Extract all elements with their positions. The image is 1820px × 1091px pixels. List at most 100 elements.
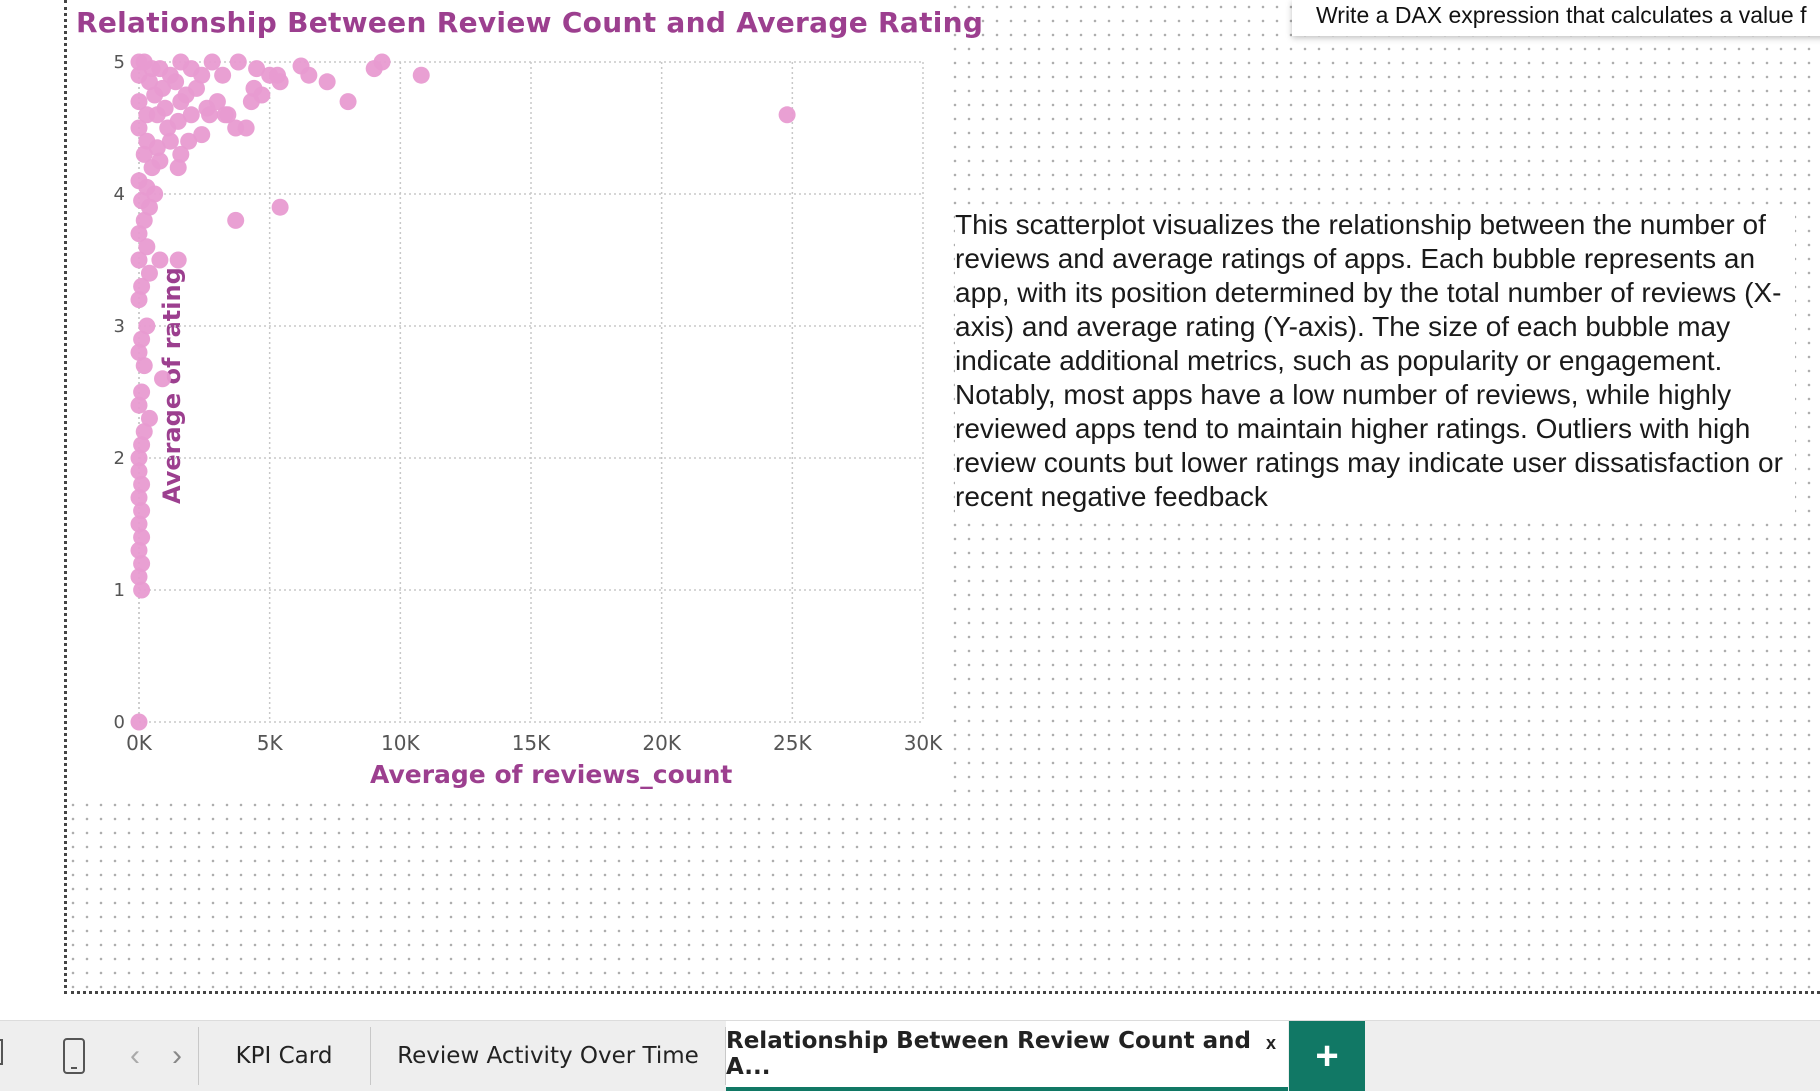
scatter-point[interactable]: [208, 93, 226, 111]
scatter-point[interactable]: [172, 145, 190, 163]
scatter-point[interactable]: [135, 211, 153, 229]
scatter-point[interactable]: [130, 343, 148, 361]
page-tab-bar: ‹ › KPI Card Review Activity Over Time R…: [0, 1020, 1820, 1091]
y-tick-label: 2: [114, 448, 125, 469]
y-tick-label: 3: [114, 316, 125, 337]
scatter-point[interactable]: [271, 198, 289, 216]
scatter-point[interactable]: [140, 409, 158, 427]
tab-separator: [725, 1027, 726, 1085]
scatter-point[interactable]: [169, 159, 187, 177]
scatter-point[interactable]: [182, 106, 200, 124]
scatter-point[interactable]: [130, 489, 148, 507]
scatter-point[interactable]: [169, 112, 187, 130]
scatter-point[interactable]: [140, 198, 158, 216]
scatter-point[interactable]: [167, 73, 185, 91]
scatter-point[interactable]: [146, 185, 164, 203]
scatter-point[interactable]: [133, 528, 151, 546]
tab-relationship[interactable]: Relationship Between Review Count and A.…: [726, 1021, 1288, 1091]
scatter-point[interactable]: [130, 462, 148, 480]
scatter-point[interactable]: [161, 132, 179, 150]
scatter-point[interactable]: [146, 86, 164, 104]
scatter-point[interactable]: [130, 119, 148, 137]
tab-review-activity[interactable]: Review Activity Over Time: [371, 1021, 725, 1091]
scatter-point[interactable]: [248, 60, 266, 78]
scatter-point[interactable]: [229, 53, 247, 71]
scatter-point[interactable]: [253, 86, 271, 104]
scatter-point[interactable]: [339, 93, 357, 111]
scatter-point[interactable]: [778, 106, 796, 124]
scatter-point[interactable]: [135, 145, 153, 163]
scatter-point[interactable]: [148, 139, 166, 157]
scatter-point[interactable]: [133, 581, 151, 599]
scatter-point[interactable]: [151, 152, 169, 170]
scatter-point[interactable]: [135, 423, 153, 441]
scatter-point[interactable]: [214, 66, 232, 84]
scatter-point[interactable]: [130, 291, 148, 309]
scatter-chart[interactable]: 0K 5K 10K 15K 20K 25K 30K 0 1 2 3 4 5: [0, 0, 960, 760]
x-tick-label: 5K: [257, 731, 284, 755]
scatter-point[interactable]: [133, 502, 151, 520]
scatter-point[interactable]: [133, 555, 151, 573]
scatter-point[interactable]: [130, 515, 148, 533]
scatter-point[interactable]: [130, 713, 148, 731]
scatter-point[interactable]: [373, 53, 391, 71]
scatter-point[interactable]: [187, 79, 205, 97]
scatter-point[interactable]: [133, 436, 151, 454]
scatter-point[interactable]: [201, 106, 219, 124]
scatter-point[interactable]: [180, 132, 198, 150]
x-tick-label: 20K: [642, 731, 681, 755]
scatter-point[interactable]: [216, 106, 234, 124]
chart-title: Relationship Between Review Count and Av…: [76, 6, 984, 39]
scatter-point[interactable]: [154, 370, 172, 388]
scatter-point[interactable]: [318, 73, 336, 91]
scatter-point[interactable]: [237, 119, 255, 137]
scatter-point[interactable]: [140, 264, 158, 282]
desktop-view-icon[interactable]: [0, 1037, 8, 1073]
scatter-point[interactable]: [172, 93, 190, 111]
tab-label: Review Activity Over Time: [397, 1043, 699, 1069]
scatter-point[interactable]: [227, 211, 245, 229]
scatter-point[interactable]: [130, 396, 148, 414]
scatter-point[interactable]: [130, 541, 148, 559]
x-tick-label: 0K: [126, 731, 153, 755]
next-page-icon[interactable]: ›: [172, 1039, 182, 1072]
scatter-point[interactable]: [138, 317, 156, 335]
scatter-point[interactable]: [130, 251, 148, 269]
scatter-point[interactable]: [133, 383, 151, 401]
y-tick-label: 1: [114, 580, 125, 601]
chart-background: [66, 0, 946, 800]
scatter-point[interactable]: [140, 73, 158, 91]
scatter-point[interactable]: [130, 568, 148, 586]
scatter-point[interactable]: [203, 53, 221, 71]
y-tick-label: 4: [114, 184, 125, 205]
tab-kpi-card[interactable]: KPI Card: [199, 1021, 369, 1091]
scatter-point[interactable]: [412, 66, 430, 84]
scatter-point[interactable]: [151, 251, 169, 269]
scatter-point[interactable]: [292, 57, 310, 75]
chart-description: This scatterplot visualizes the relation…: [955, 208, 1795, 514]
mobile-view-icon[interactable]: [62, 1037, 88, 1081]
scatter-point[interactable]: [133, 330, 151, 348]
x-tick-label: 30K: [904, 731, 943, 755]
tab-label: Relationship Between Review Count and A.…: [726, 1028, 1251, 1080]
scatter-point[interactable]: [133, 277, 151, 295]
scatter-point[interactable]: [130, 93, 148, 111]
scatter-point[interactable]: [138, 238, 156, 256]
tab-separator: [198, 1027, 199, 1085]
x-tick-label: 25K: [773, 731, 812, 755]
scatter-point[interactable]: [130, 449, 148, 467]
scatter-point[interactable]: [193, 66, 211, 84]
scatter-point[interactable]: [133, 475, 151, 493]
y-tick-label: 5: [114, 52, 125, 73]
scatter-point[interactable]: [193, 126, 211, 144]
scatter-point[interactable]: [156, 99, 174, 117]
scatter-point[interactable]: [135, 357, 153, 375]
scatter-point[interactable]: [169, 251, 187, 269]
add-page-button[interactable]: +: [1289, 1021, 1365, 1091]
close-tab-icon[interactable]: x: [1266, 1033, 1277, 1053]
prev-page-icon[interactable]: ‹: [130, 1039, 140, 1072]
x-tick-label: 10K: [381, 731, 420, 755]
x-tick-label: 15K: [512, 731, 551, 755]
scatter-point[interactable]: [271, 73, 289, 91]
scatter-point[interactable]: [130, 225, 148, 243]
